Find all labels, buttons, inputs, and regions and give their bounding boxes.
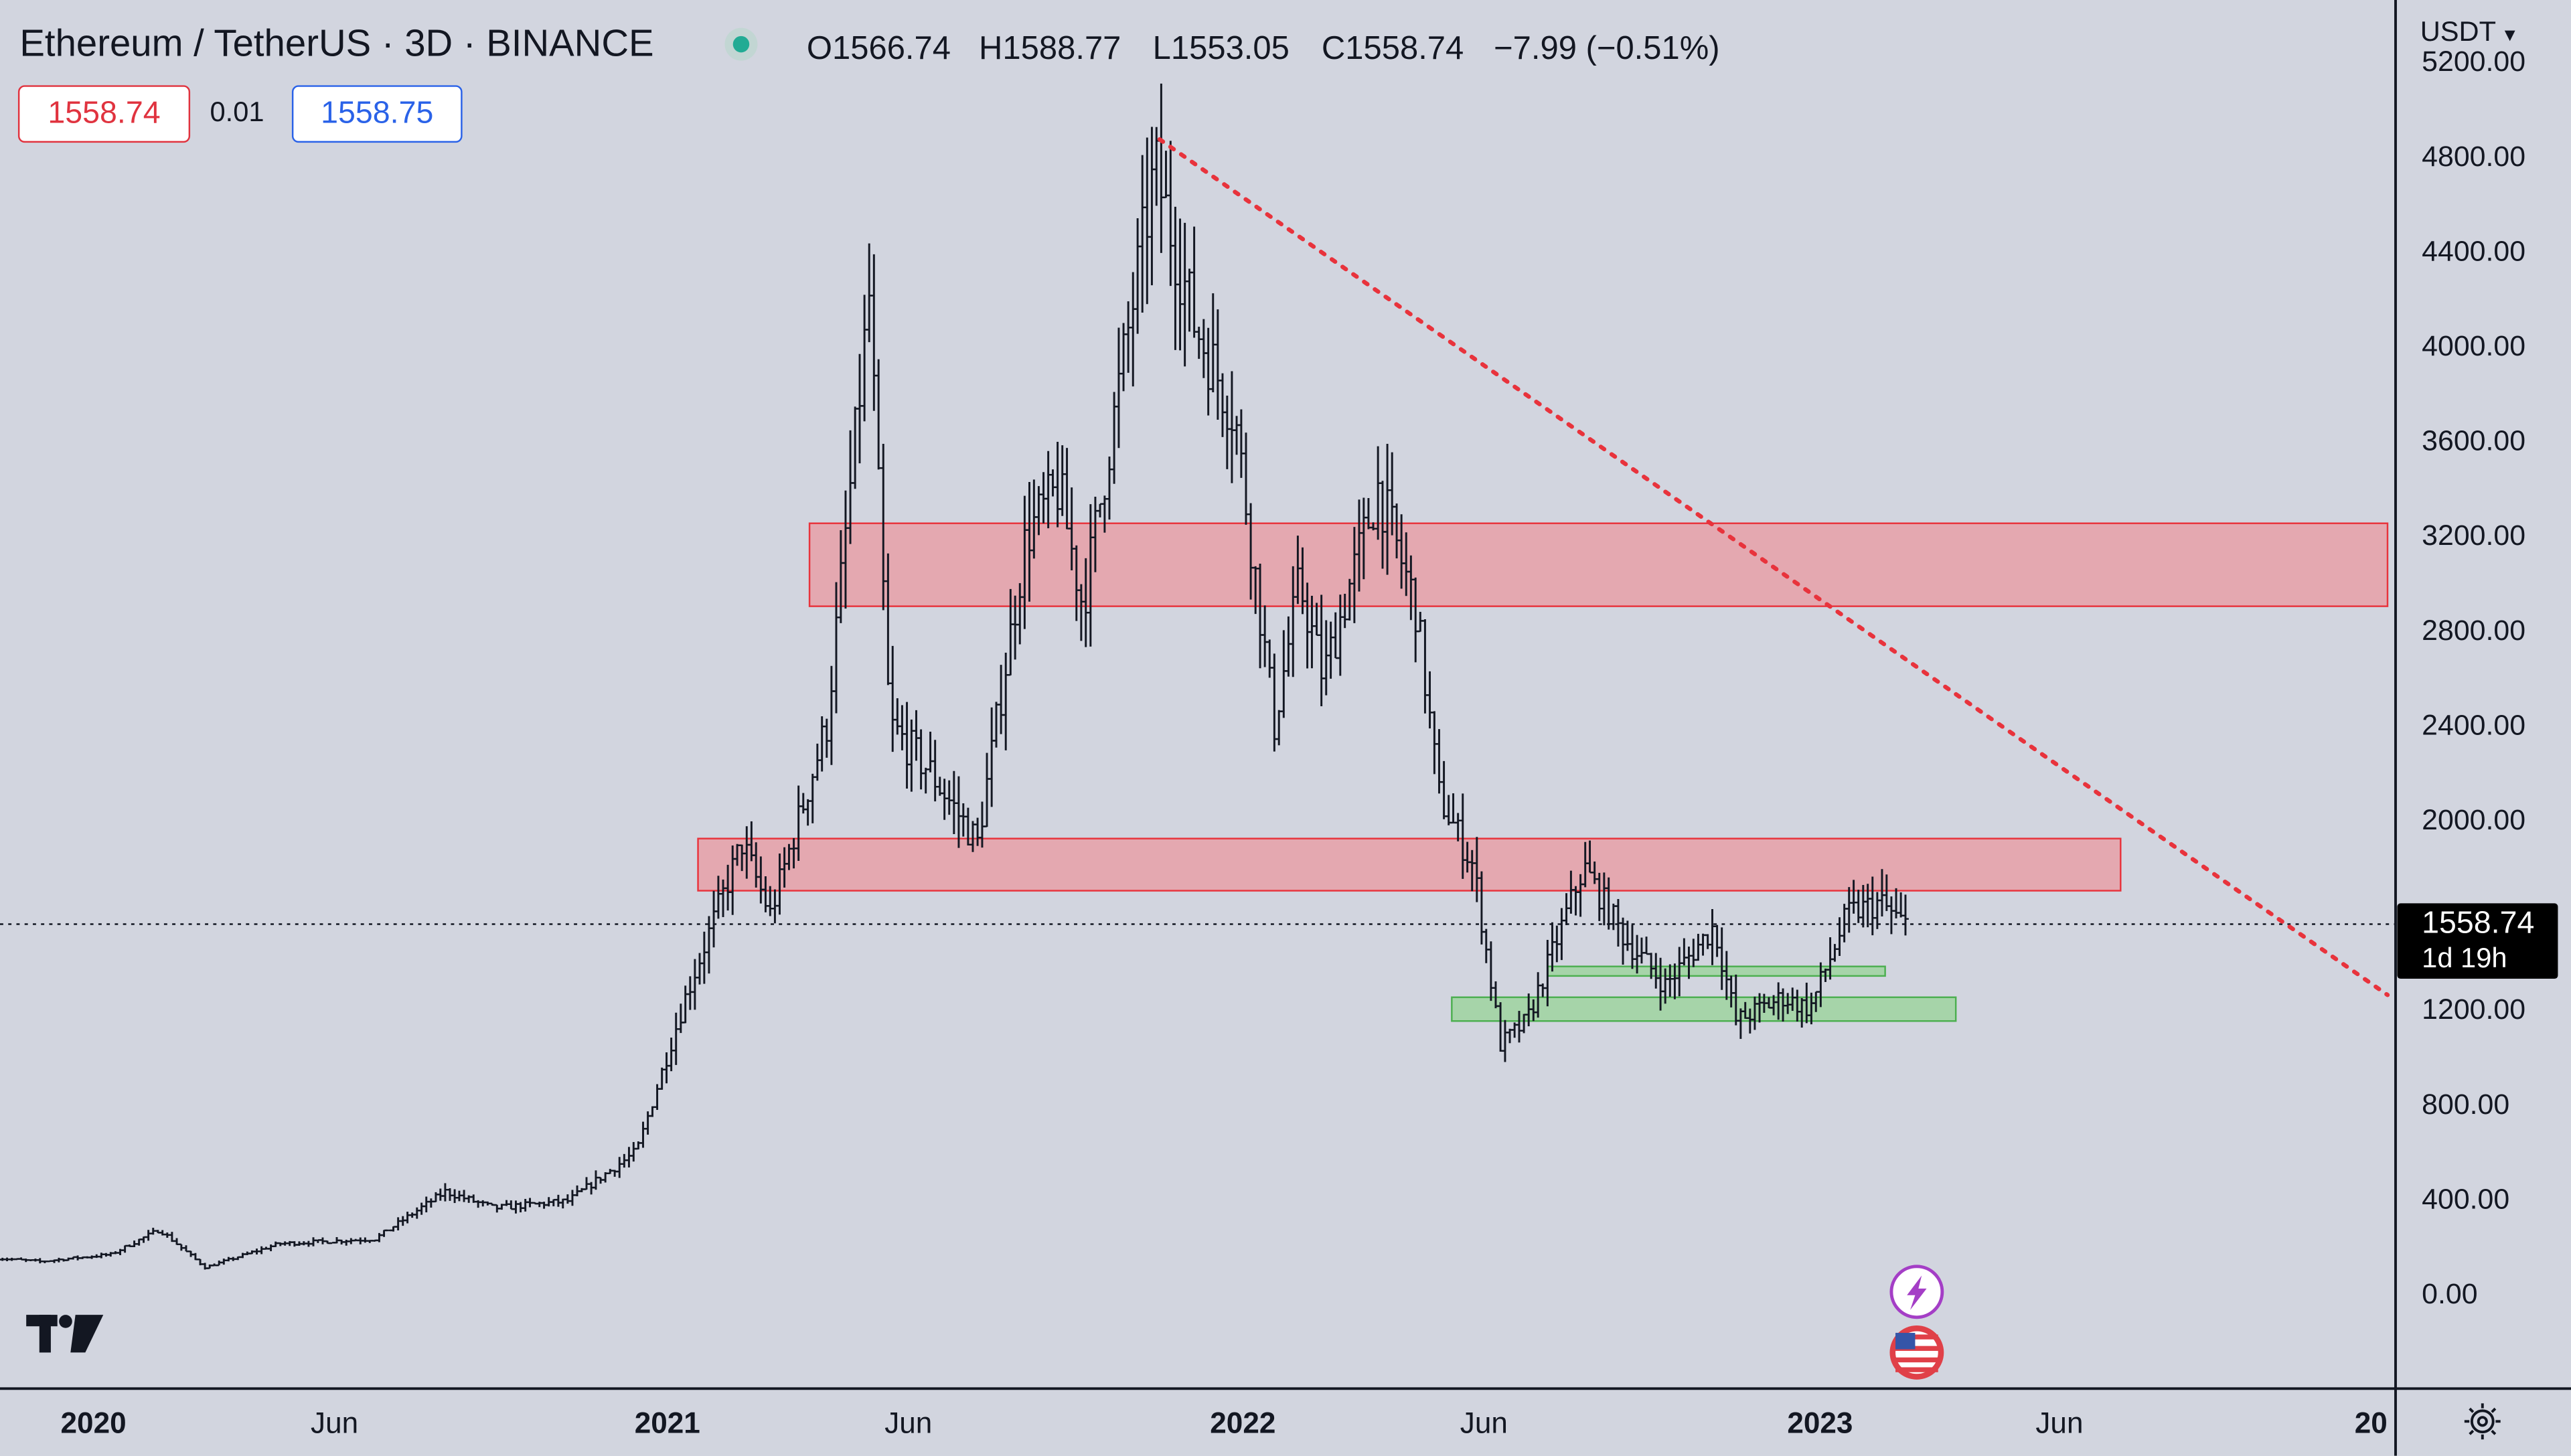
trendline[interactable] bbox=[1157, 137, 2390, 997]
price-tick-8: 3600.00 bbox=[2422, 424, 2525, 457]
ohlc-high: H1588.77 bbox=[979, 30, 1121, 66]
last-price-label: 1558.74 1d 19h bbox=[2397, 903, 2558, 979]
time-tick-5: Jun bbox=[1460, 1406, 1508, 1439]
bar-countdown: 1d 19h bbox=[2422, 943, 2507, 974]
price-tick-6: 2800.00 bbox=[2422, 615, 2525, 647]
lightning-icon[interactable] bbox=[1889, 1265, 1944, 1319]
time-tick-2: 2021 bbox=[635, 1406, 700, 1439]
price-tick-11: 4800.00 bbox=[2422, 141, 2525, 173]
price-tick-7: 3200.00 bbox=[2422, 519, 2525, 552]
price-tick-12: 5200.00 bbox=[2422, 46, 2525, 78]
symbol-title[interactable]: Ethereum / TetherUS · 3D · BINANCE bbox=[19, 21, 653, 64]
time-tick-4: 2022 bbox=[1210, 1406, 1275, 1439]
support-zone-3[interactable] bbox=[1451, 996, 1957, 1022]
time-tick-6: 2023 bbox=[1787, 1406, 1853, 1439]
zones-layer bbox=[697, 522, 2389, 1022]
last-price-value: 1558.74 bbox=[2422, 906, 2535, 941]
price-tick-2: 800.00 bbox=[2422, 1088, 2509, 1121]
currency-label: USDT bbox=[2420, 16, 2497, 48]
ohlc-open: O1566.74 bbox=[807, 30, 951, 66]
price-tick-0: 0.00 bbox=[2422, 1278, 2477, 1310]
price-axis[interactable]: 0.00 400.00 800.00 1200.00 2000.00 2400.00 280… bbox=[2422, 46, 2525, 1310]
time-tick-0: 2020 bbox=[61, 1406, 127, 1439]
us-flag-icon[interactable] bbox=[1889, 1325, 1944, 1380]
price-tick-9: 4000.00 bbox=[2422, 330, 2525, 362]
ohlc-close: C1558.74 bbox=[1322, 30, 1464, 66]
tradingview-logo-icon[interactable] bbox=[26, 1315, 104, 1353]
spread-value: 0.01 bbox=[210, 96, 264, 129]
settings-icon[interactable] bbox=[2464, 1403, 2501, 1440]
resistance-zone-1[interactable] bbox=[697, 837, 2122, 892]
currency-selector[interactable]: USDT ▼ bbox=[2420, 16, 2519, 49]
candles-layer bbox=[0, 83, 1909, 1270]
price-tick-10: 4400.00 bbox=[2422, 235, 2525, 267]
support-zone-2[interactable] bbox=[1547, 965, 1886, 977]
price-tick-1: 400.00 bbox=[2422, 1183, 2509, 1215]
time-axis[interactable]: 2020 Jun 2021 Jun 2022 Jun 2023 Jun 20 bbox=[61, 1406, 2388, 1439]
resistance-zone-0[interactable] bbox=[808, 522, 2389, 607]
time-tick-3: Jun bbox=[884, 1406, 932, 1439]
chevron-down-icon: ▼ bbox=[2501, 26, 2519, 46]
ohlc-low: L1553.05 bbox=[1153, 30, 1290, 66]
price-tick-5: 2400.00 bbox=[2422, 709, 2525, 741]
price-tick-3: 1200.00 bbox=[2422, 993, 2525, 1026]
bid-price-button[interactable]: 1558.74 bbox=[17, 85, 191, 143]
time-tick-8: 20 bbox=[2355, 1406, 2388, 1439]
time-tick-1: Jun bbox=[311, 1406, 358, 1439]
time-tick-7: Jun bbox=[2035, 1406, 2083, 1439]
price-tick-4: 2000.00 bbox=[2422, 804, 2525, 836]
ask-price-button[interactable]: 1558.75 bbox=[291, 85, 463, 143]
ohlc-change: −7.99 (−0.51%) bbox=[1494, 30, 1720, 66]
market-status-dot-icon bbox=[732, 35, 750, 53]
